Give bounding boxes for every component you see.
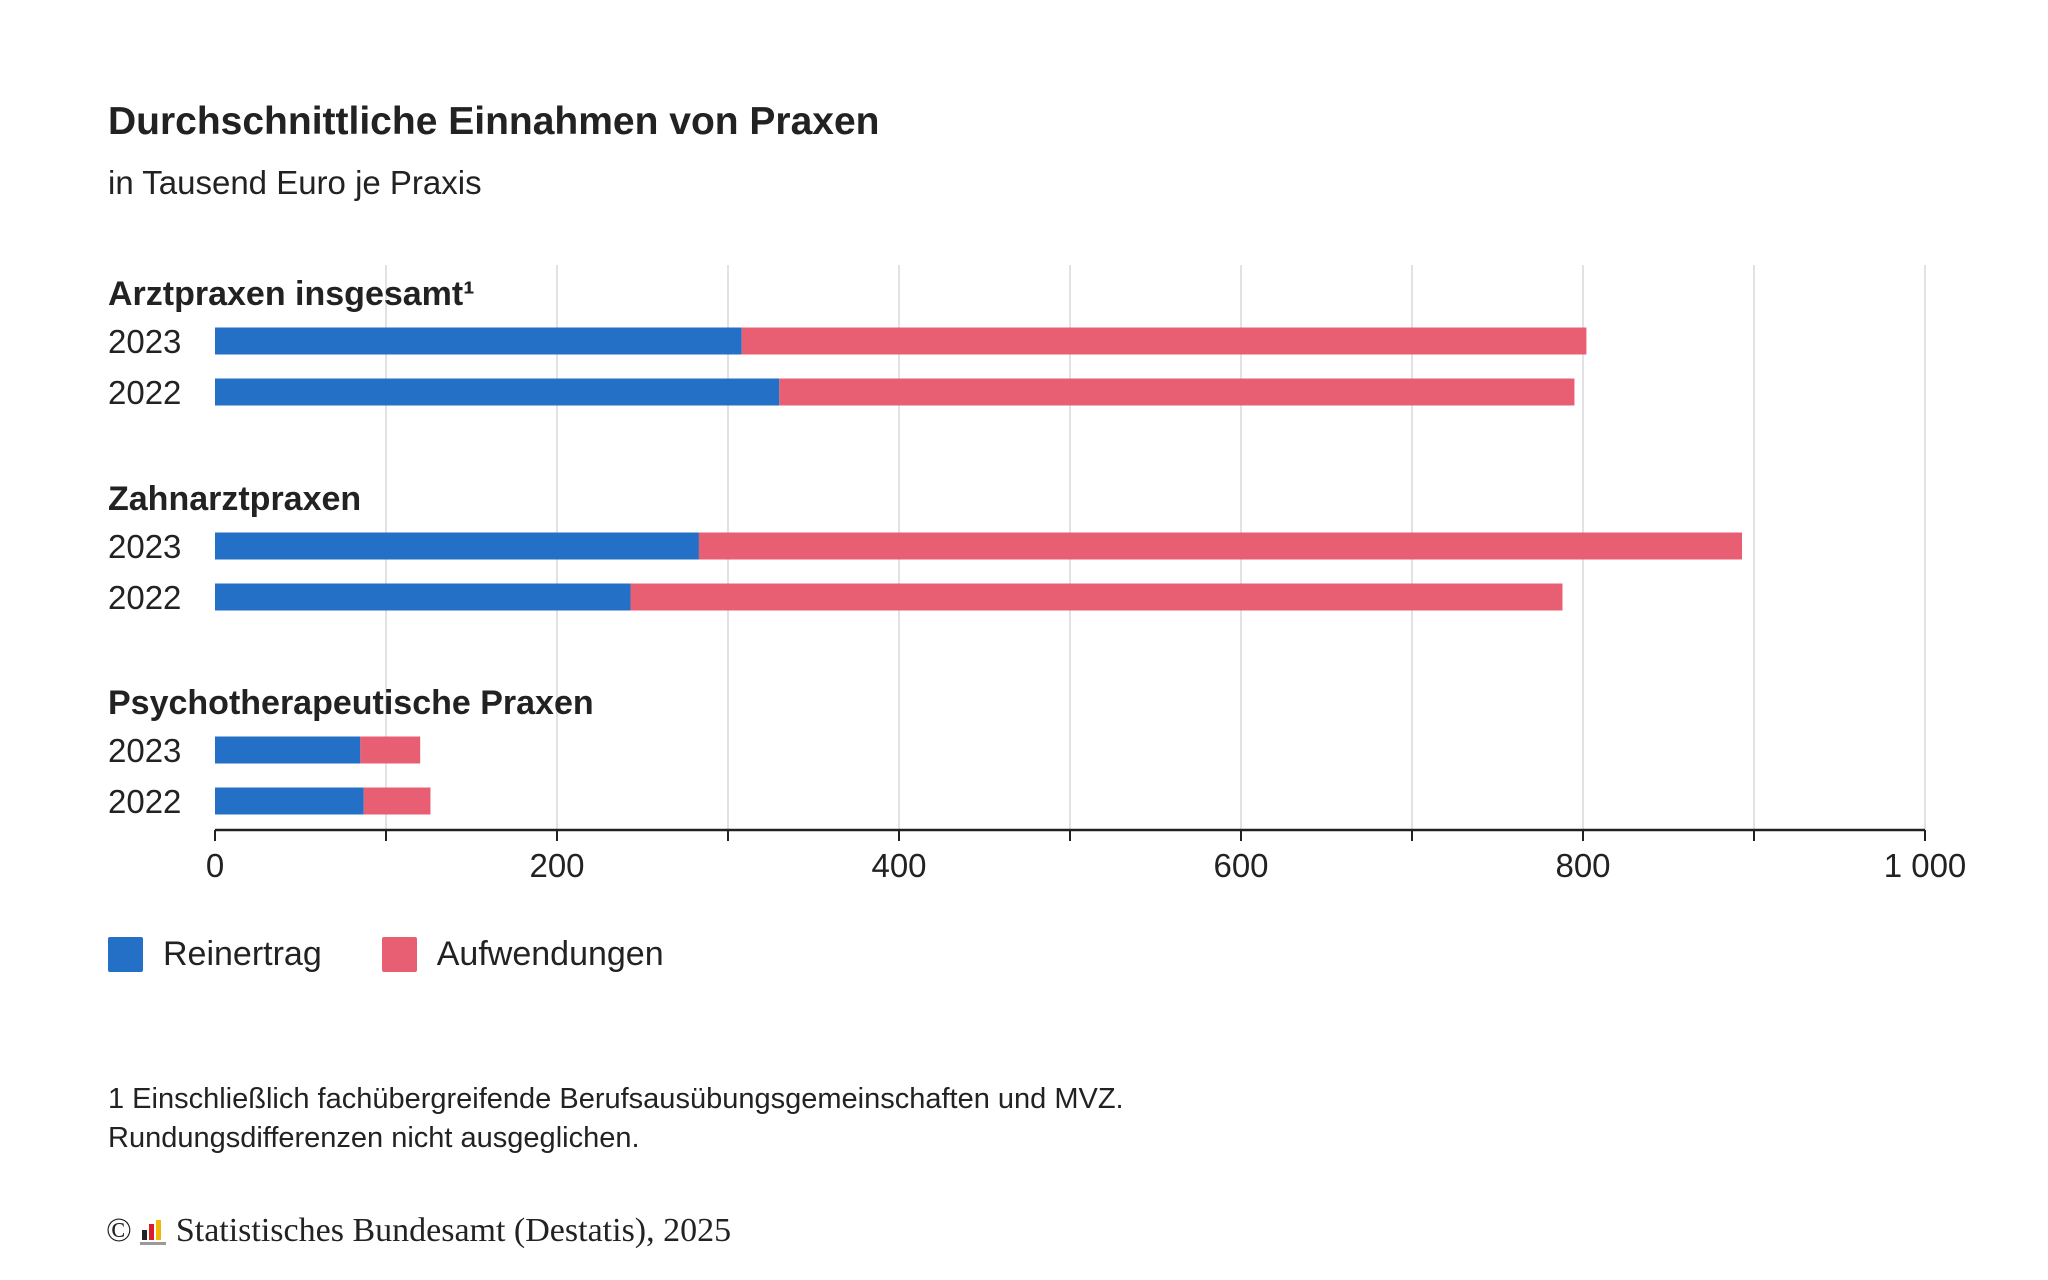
x-tick-label: 200: [529, 847, 584, 884]
footnote-1: 1 Einschließlich fachübergreifende Beruf…: [108, 1083, 1124, 1115]
x-tick-label: 600: [1213, 847, 1268, 884]
x-tick-label: 800: [1555, 847, 1610, 884]
bar-segment-aufwendungen: [698, 532, 1743, 560]
copyright: © Statistisches Bundesamt (Destatis), 20…: [106, 1212, 731, 1250]
category-label: 2023: [108, 323, 181, 360]
footnote-2: Rundungsdifferenzen nicht ausgeglichen.: [108, 1122, 640, 1154]
chart-legend: Reinertrag Aufwendungen: [108, 935, 724, 974]
bar-segment-reinertrag: [215, 583, 631, 611]
copyright-symbol: ©: [106, 1212, 132, 1249]
bar-segment-reinertrag: [215, 736, 361, 764]
category-label: 2022: [108, 579, 181, 616]
x-tick-label: 1 000: [1884, 847, 1967, 884]
footnotes: 1 Einschließlich fachübergreifende Beruf…: [108, 1080, 1124, 1158]
group-label: Zahnarztpraxen: [108, 480, 361, 518]
category-label: 2023: [108, 732, 181, 769]
x-tick-label: 0: [206, 847, 224, 884]
legend-swatch-aufwendungen: [381, 937, 417, 972]
bar-segment-reinertrag: [215, 327, 742, 355]
chart-title: Durchschnittliche Einnahmen von Praxen: [108, 100, 880, 143]
bar-segment-aufwendungen: [360, 736, 421, 764]
legend-item-reinertrag[interactable]: Reinertrag: [108, 935, 322, 974]
category-label: 2022: [108, 783, 181, 820]
legend-item-aufwendungen[interactable]: Aufwendungen: [381, 935, 664, 974]
bar-segment-aufwendungen: [363, 787, 431, 815]
destatis-logo-icon: [139, 1220, 166, 1245]
category-label: 2023: [108, 528, 181, 565]
bar-segment-aufwendungen: [741, 327, 1587, 355]
bar-segment-reinertrag: [215, 787, 364, 815]
group-label: Psychotherapeutische Praxen: [108, 684, 594, 722]
x-tick-label: 400: [871, 847, 926, 884]
legend-swatch-reinertrag: [108, 937, 143, 972]
category-label: 2022: [108, 374, 181, 411]
bar-chart: 0 200 400 600 800 1 000 Arztpraxen insgesamt¹ 2…: [108, 265, 1967, 884]
legend-label-reinertrag: Reinertrag: [163, 935, 322, 973]
bar-segment-reinertrag: [215, 532, 699, 560]
chart-subtitle: in Tausend Euro je Praxis: [108, 164, 482, 201]
bar-segment-aufwendungen: [630, 583, 1563, 611]
bar-segment-aufwendungen: [779, 378, 1575, 406]
legend-label-aufwendungen: Aufwendungen: [436, 935, 664, 973]
bar-segment-reinertrag: [215, 378, 780, 406]
copyright-text: Statistisches Bundesamt (Destatis), 2025: [175, 1212, 732, 1249]
group-label: Arztpraxen insgesamt¹: [108, 275, 475, 313]
